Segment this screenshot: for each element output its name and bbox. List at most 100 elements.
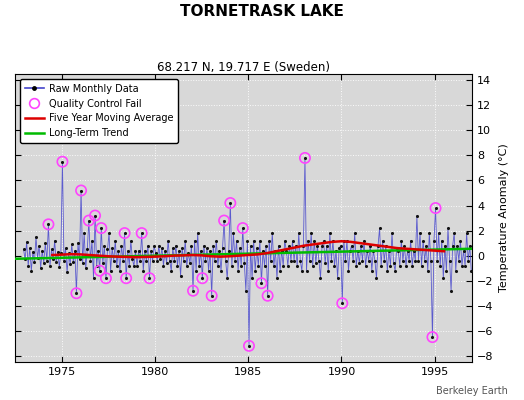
Point [142,258,150,264]
Point [248,275,256,282]
Point [95,268,104,274]
Point [352,262,361,269]
Point [396,262,404,269]
Point [58,158,67,165]
Point [381,242,390,249]
Point [200,242,208,249]
Point [72,290,81,296]
Point [122,275,130,282]
Point [139,268,147,274]
Point [388,230,396,236]
Point [44,221,52,228]
Point [201,258,210,264]
Point [455,258,463,264]
Point [332,248,340,254]
Point [187,242,195,249]
Point [427,258,435,264]
Legend: Raw Monthly Data, Quality Control Fail, Five Year Moving Average, Long-Term Tren: Raw Monthly Data, Quality Control Fail, … [20,79,178,143]
Point [135,248,143,254]
Point [69,259,78,265]
Point [34,255,42,261]
Point [26,245,34,251]
Point [225,248,233,254]
Point [198,275,206,282]
Point [211,258,219,264]
Point [116,268,124,274]
Point [449,242,457,249]
Point [99,260,107,266]
Point [108,245,116,251]
Point [24,262,32,269]
Point [42,258,51,264]
Point [130,262,138,269]
Point [293,262,301,269]
Point [407,238,415,244]
Point [322,242,331,249]
Point [423,268,432,274]
Point [453,242,462,249]
Point [290,258,298,264]
Point [226,200,235,206]
Point [378,238,387,244]
Point [296,258,304,264]
Point [458,262,466,269]
Point [355,260,364,266]
Point [346,248,354,254]
Point [246,242,255,249]
Point [119,258,127,264]
Point [61,245,70,251]
Point [327,258,335,264]
Point [325,230,334,236]
Point [40,260,48,266]
Point [208,292,216,299]
Point [362,262,370,269]
Point [238,225,247,231]
Point [245,343,253,349]
Point [302,268,311,274]
Point [49,256,57,263]
Point [85,217,93,224]
Point [64,250,73,256]
Point [238,225,247,231]
Point [113,262,121,269]
Point [91,212,99,219]
Point [167,268,176,274]
Point [125,262,134,269]
Point [358,258,367,264]
Point [411,258,420,264]
Point [21,256,29,263]
Point [321,260,330,266]
Point [86,258,95,264]
Point [189,288,197,294]
Point [215,248,224,254]
Point [400,242,409,249]
Point [100,242,108,249]
Point [148,258,157,264]
Point [439,275,447,282]
Point [456,238,465,244]
Point [460,248,468,254]
Point [383,268,391,274]
Point [105,230,113,236]
Point [175,248,183,254]
Point [312,260,320,266]
Point [94,248,102,254]
Point [57,250,65,256]
Point [80,230,89,236]
Point [30,259,39,265]
Point [307,230,315,236]
Point [182,262,191,269]
Point [140,248,149,254]
Point [273,275,281,282]
Point [35,242,43,249]
Point [425,230,433,236]
Point [153,258,161,264]
Point [365,258,373,264]
Point [414,258,423,264]
Point [121,230,129,236]
Point [380,258,388,264]
Point [58,158,67,165]
Point [338,300,346,306]
Point [428,334,436,340]
Point [72,290,81,296]
